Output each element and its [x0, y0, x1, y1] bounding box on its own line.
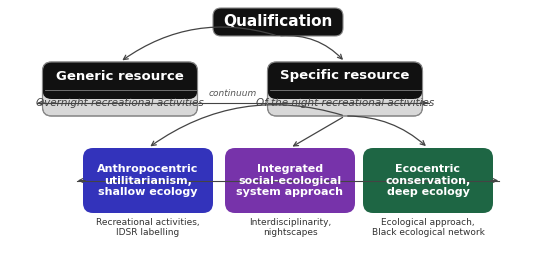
Text: Ecological approach,
Black ecological network: Ecological approach, Black ecological ne…	[372, 218, 485, 237]
FancyBboxPatch shape	[213, 8, 343, 36]
FancyBboxPatch shape	[225, 148, 355, 213]
Text: Interdisciplinarity,
nightscapes: Interdisciplinarity, nightscapes	[249, 218, 331, 237]
Text: continuum: continuum	[208, 89, 257, 98]
Text: Ecocentric
conservation,
deep ecology: Ecocentric conservation, deep ecology	[385, 164, 471, 197]
FancyBboxPatch shape	[42, 62, 198, 99]
FancyBboxPatch shape	[42, 62, 198, 116]
Bar	[267, 87, 423, 92]
FancyBboxPatch shape	[267, 62, 423, 116]
FancyBboxPatch shape	[363, 148, 493, 213]
Text: Qualification: Qualification	[223, 14, 333, 29]
Text: Of the night recreational activities: Of the night recreational activities	[256, 98, 434, 108]
Text: Anthropocentric
utilitarianism,
shallow ecology: Anthropocentric utilitarianism, shallow …	[97, 164, 199, 197]
Text: Generic resource: Generic resource	[56, 69, 184, 83]
Text: Recreational activities,
IDSR labelling: Recreational activities, IDSR labelling	[96, 218, 200, 237]
Text: Overnight recreational activities: Overnight recreational activities	[36, 98, 204, 108]
FancyBboxPatch shape	[83, 148, 213, 213]
FancyBboxPatch shape	[267, 62, 423, 99]
Bar	[42, 87, 198, 92]
Text: Integrated
social-ecological
system approach: Integrated social-ecological system appr…	[237, 164, 344, 197]
Text: Specific resource: Specific resource	[280, 69, 410, 83]
